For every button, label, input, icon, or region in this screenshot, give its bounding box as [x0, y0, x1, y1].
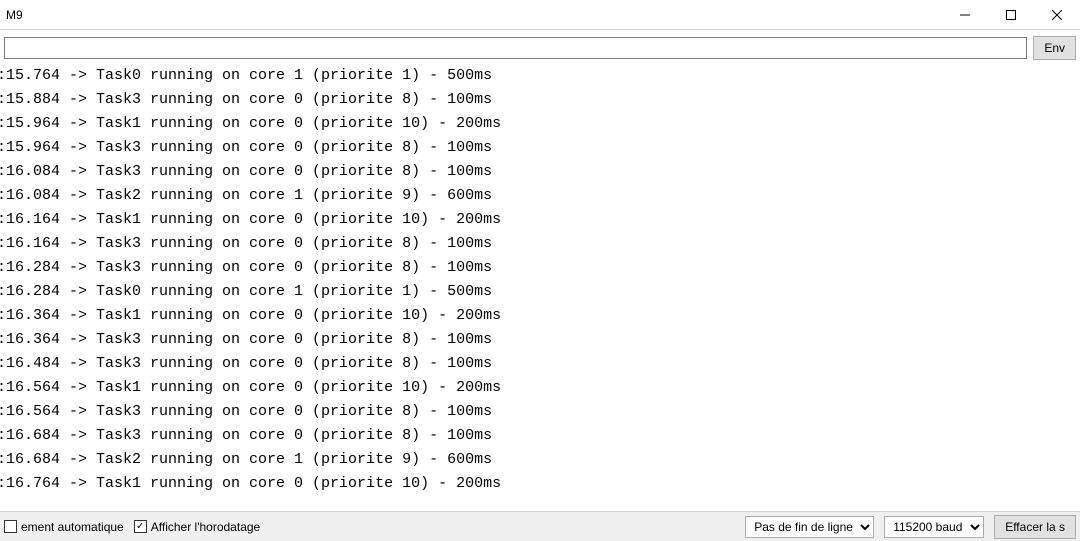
console-line: 9:16.284 -> Task0 running on core 1 (pri…: [0, 280, 1080, 304]
console-line: 9:15.964 -> Task3 running on core 0 (pri…: [0, 136, 1080, 160]
window-controls: [942, 0, 1080, 30]
console-line: 9:16.564 -> Task3 running on core 0 (pri…: [0, 400, 1080, 424]
console-line: 9:16.684 -> Task3 running on core 0 (pri…: [0, 424, 1080, 448]
console-line: 9:16.564 -> Task1 running on core 0 (pri…: [0, 376, 1080, 400]
console-line: 9:16.164 -> Task1 running on core 0 (pri…: [0, 208, 1080, 232]
console-line: 9:15.964 -> Task1 running on core 0 (pri…: [0, 112, 1080, 136]
maximize-icon: [1006, 10, 1016, 20]
maximize-button[interactable]: [988, 0, 1034, 30]
titlebar: M9: [0, 0, 1080, 30]
autoscroll-checkbox[interactable]: ement automatique: [4, 520, 124, 534]
console-line: 9:16.364 -> Task3 running on core 0 (pri…: [0, 328, 1080, 352]
close-button[interactable]: [1034, 0, 1080, 30]
minimize-button[interactable]: [942, 0, 988, 30]
console-line: 9:16.284 -> Task3 running on core 0 (pri…: [0, 256, 1080, 280]
autoscroll-label: ement automatique: [21, 520, 124, 534]
minimize-icon: [960, 10, 970, 20]
timestamp-checkbox[interactable]: ✓ Afficher l'horodatage: [134, 520, 260, 534]
send-row: Env: [0, 30, 1080, 67]
window-title: M9: [0, 8, 23, 22]
console-line: 9:15.764 -> Task0 running on core 1 (pri…: [0, 64, 1080, 88]
console-line: 9:16.684 -> Task2 running on core 1 (pri…: [0, 448, 1080, 472]
console-line: 9:16.164 -> Task3 running on core 0 (pri…: [0, 232, 1080, 256]
line-ending-select[interactable]: Pas de fin de ligneNouvelle ligneRetour …: [745, 516, 874, 538]
timestamp-label: Afficher l'horodatage: [151, 520, 260, 534]
send-button[interactable]: Env: [1033, 36, 1076, 60]
clear-output-button[interactable]: Effacer la s: [994, 515, 1076, 539]
close-icon: [1052, 10, 1062, 20]
console-line: 9:16.364 -> Task1 running on core 0 (pri…: [0, 304, 1080, 328]
console-line: 9:16.484 -> Task3 running on core 0 (pri…: [0, 352, 1080, 376]
send-input[interactable]: [4, 37, 1027, 59]
console-line: 9:15.884 -> Task3 running on core 0 (pri…: [0, 88, 1080, 112]
console-line: 9:16.084 -> Task2 running on core 1 (pri…: [0, 184, 1080, 208]
baud-select[interactable]: 9600 baud19200 baud57600 baud115200 baud: [884, 516, 984, 538]
console-output: 9:15.764 -> Task0 running on core 1 (pri…: [0, 64, 1080, 511]
checkbox-box-icon: [4, 520, 17, 533]
console-line: 9:16.084 -> Task3 running on core 0 (pri…: [0, 160, 1080, 184]
console-line: 9:16.764 -> Task1 running on core 0 (pri…: [0, 472, 1080, 496]
checkbox-box-icon: ✓: [134, 520, 147, 533]
bottom-bar: ement automatique ✓ Afficher l'horodatag…: [0, 511, 1080, 541]
